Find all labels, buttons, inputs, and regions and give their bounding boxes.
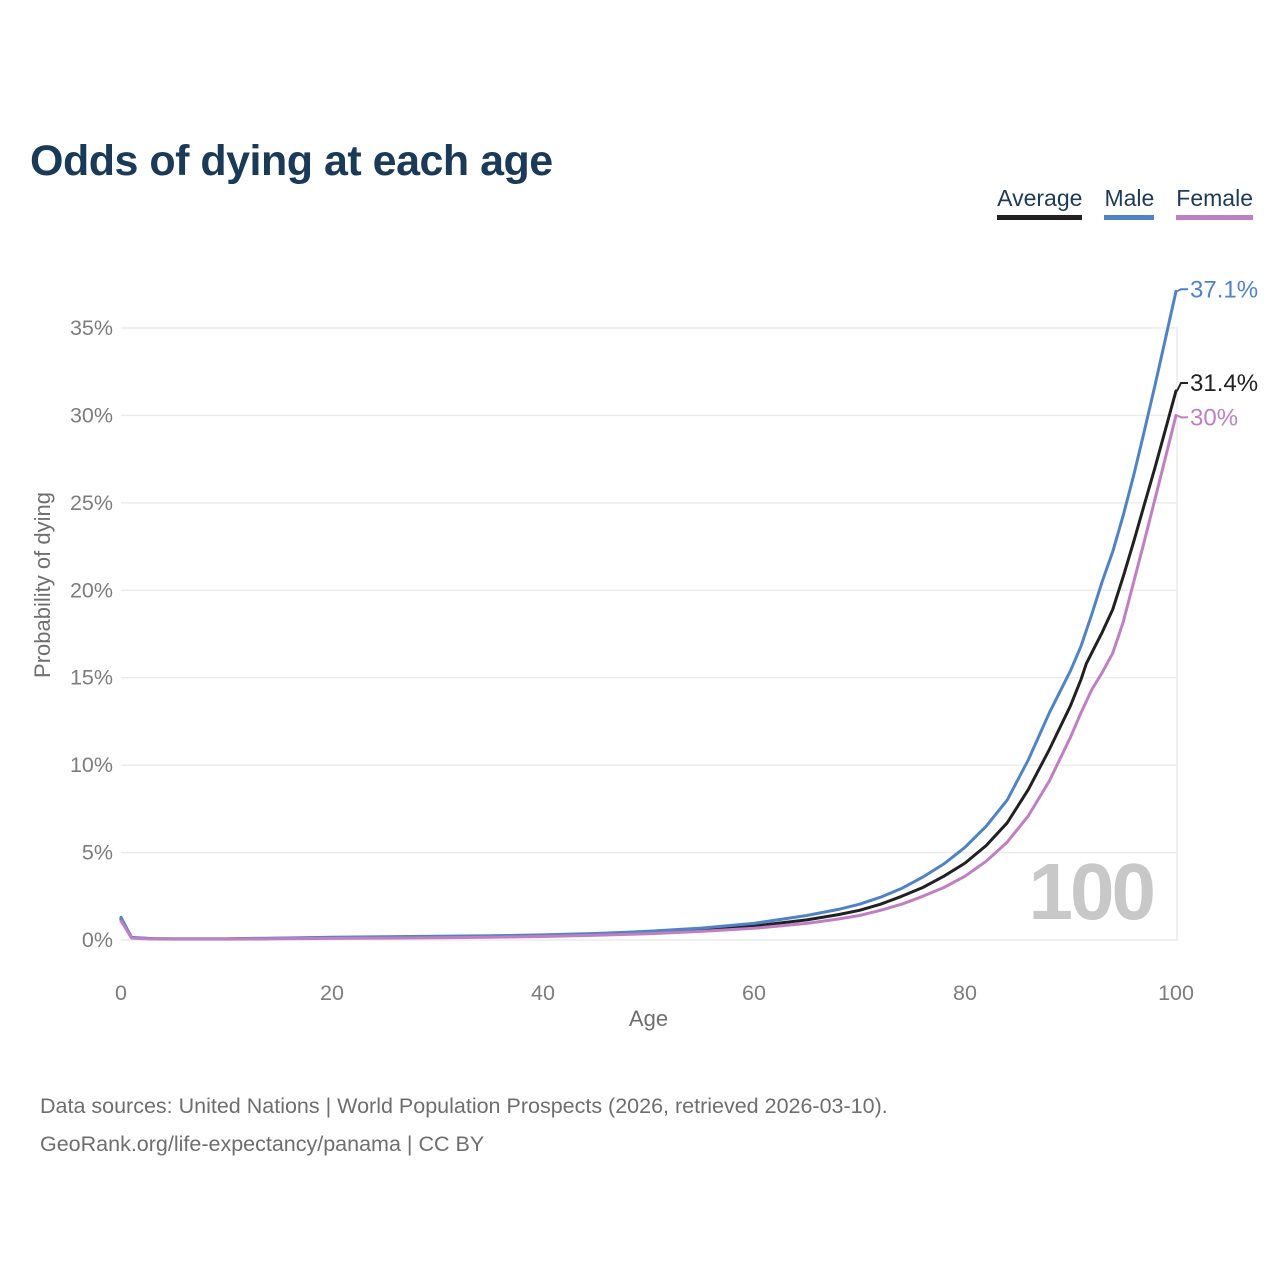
y-tick-label-35: 35% xyxy=(70,316,113,340)
y-tick-label-20: 20% xyxy=(70,578,113,602)
x-tick-label-40: 40 xyxy=(531,981,555,1005)
y-axis-title: Probability of dying xyxy=(30,492,55,678)
end-label-connector-male xyxy=(1176,288,1188,293)
y-tick-label-30: 30% xyxy=(70,403,113,427)
series-line-female xyxy=(119,413,1178,941)
legend-item-average[interactable]: Average xyxy=(997,185,1083,220)
x-tick-label-0: 0 xyxy=(115,981,127,1005)
x-tick-label-80: 80 xyxy=(953,981,977,1005)
legend: Average Male Female xyxy=(997,185,1253,220)
data-source-note: Data sources: United Nations | World Pop… xyxy=(40,1087,888,1163)
end-label-connector-female xyxy=(1176,414,1188,419)
data-source-line1: Data sources: United Nations | World Pop… xyxy=(40,1094,888,1118)
x-axis-title: Age xyxy=(629,1006,668,1031)
end-value-label-male: 37.1% xyxy=(1190,276,1258,303)
legend-item-female[interactable]: Female xyxy=(1176,185,1253,220)
end-label-connector-average xyxy=(1176,381,1188,392)
y-tick-label-0: 0% xyxy=(82,928,113,952)
x-tick-label-20: 20 xyxy=(320,981,344,1005)
end-value-label-female: 30% xyxy=(1190,404,1238,431)
y-tick-label-25: 25% xyxy=(70,491,113,515)
end-value-label-average: 31.4% xyxy=(1190,370,1258,397)
legend-item-male[interactable]: Male xyxy=(1104,185,1155,220)
series-line-male xyxy=(119,289,1178,941)
page-title: Odds of dying at each age xyxy=(30,136,553,185)
y-tick-label-10: 10% xyxy=(70,753,113,777)
x-tick-label-60: 60 xyxy=(742,981,766,1005)
data-source-line2: GeoRank.org/life-expectancy/panama | CC … xyxy=(40,1132,485,1156)
age-counter-watermark: 100 xyxy=(1028,847,1156,936)
y-tick-label-15: 15% xyxy=(70,666,113,690)
series-line-average xyxy=(119,389,1178,941)
x-tick-label-100: 100 xyxy=(1158,981,1194,1005)
y-tick-label-5: 5% xyxy=(82,841,113,865)
